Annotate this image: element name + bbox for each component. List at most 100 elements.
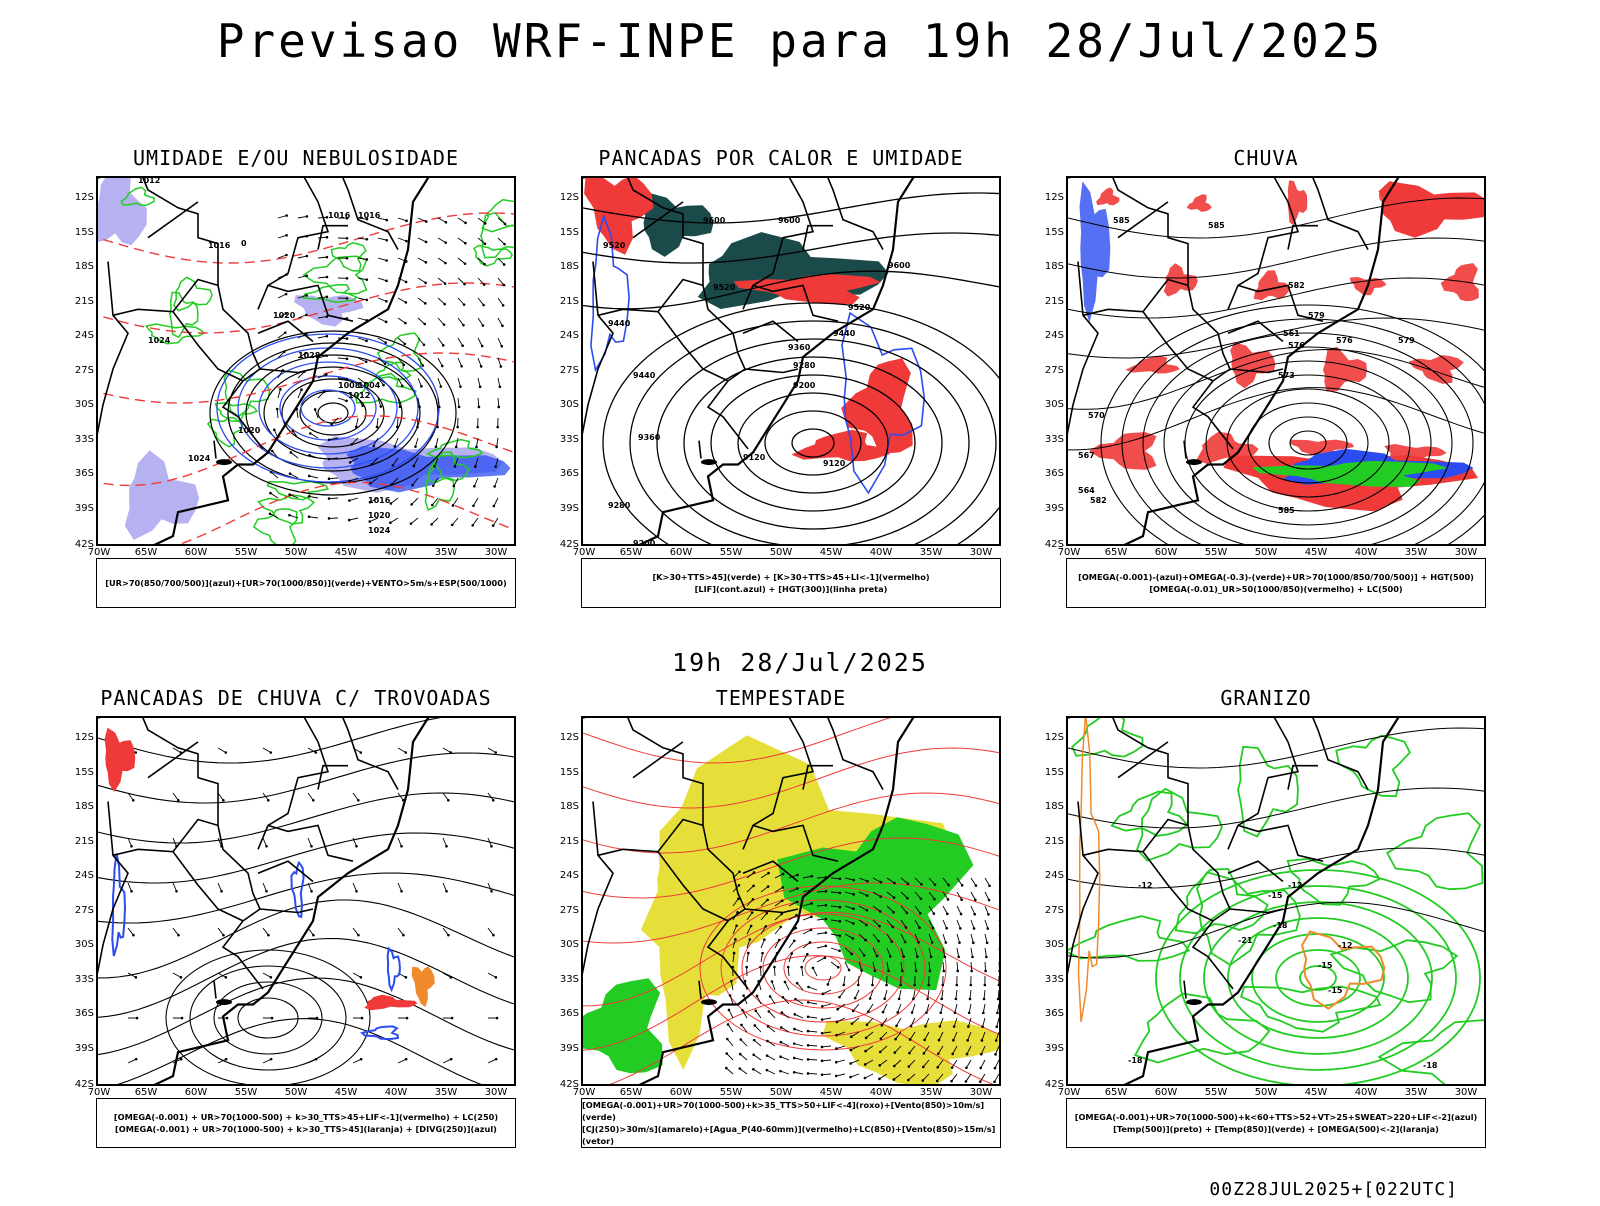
latitude-tick-label: 27S bbox=[1034, 905, 1064, 916]
contour-label: 579 bbox=[1398, 336, 1415, 345]
contour-label: 9600 bbox=[703, 216, 726, 225]
longitude-tick-label: 70W bbox=[84, 1087, 114, 1098]
latitude-tick-label: 18S bbox=[64, 261, 94, 272]
latitude-tick-label: 21S bbox=[1034, 836, 1064, 847]
longitude-tick-label: 50W bbox=[766, 1087, 796, 1098]
longitude-tick-label: 30W bbox=[481, 1087, 511, 1098]
contour-label: 585 bbox=[1113, 216, 1130, 225]
longitude-tick-label: 65W bbox=[616, 547, 646, 558]
contour-label: 567 bbox=[1078, 451, 1095, 460]
latitude-tick-label: 30S bbox=[64, 939, 94, 950]
map-svg: 9600960095209520944094409360928092009120… bbox=[583, 178, 1001, 546]
contour-label: -15 bbox=[1328, 986, 1343, 995]
contour-label: 9440 bbox=[633, 371, 656, 380]
contour-label: 564 bbox=[1078, 486, 1095, 495]
legend-line: [OMEGA(-0.001) + UR>70(1000-500) + k>30_… bbox=[115, 1123, 497, 1135]
legend-box: [OMEGA(-0.001)+UR>70(1000-500)+k>35_TTS>… bbox=[581, 1098, 1001, 1148]
longitude-tick-label: 55W bbox=[1201, 1087, 1231, 1098]
contour-label: 1024 bbox=[368, 526, 391, 535]
longitude-tick-label: 65W bbox=[1101, 547, 1131, 558]
latitude-tick-label: 21S bbox=[64, 296, 94, 307]
latitude-tick-label: 30S bbox=[64, 399, 94, 410]
legend-line: [OMEGA(-0.01)_UR>50(1000/850)(vermelho) … bbox=[1149, 583, 1402, 595]
contour-label: 573 bbox=[1278, 371, 1295, 380]
longitude-tick-label: 30W bbox=[1451, 1087, 1481, 1098]
longitude-tick-label: 55W bbox=[231, 547, 261, 558]
longitude-tick-label: 35W bbox=[431, 547, 461, 558]
latitude-tick-label: 27S bbox=[64, 905, 94, 916]
latitude-tick-label: 18S bbox=[549, 801, 579, 812]
latitude-tick-label: 12S bbox=[64, 732, 94, 743]
longitude-tick-label: 40W bbox=[1351, 1087, 1381, 1098]
legend-box: [K>30+TTS>45](verde) + [K>30+TTS>45+LI<-… bbox=[581, 558, 1001, 608]
longitude-tick-label: 30W bbox=[481, 547, 511, 558]
latitude-tick-label: 39S bbox=[549, 503, 579, 514]
latitude-tick-label: 12S bbox=[64, 192, 94, 203]
longitude-tick-label: 70W bbox=[569, 547, 599, 558]
longitude-tick-label: 50W bbox=[1251, 547, 1281, 558]
contour-label: -12 bbox=[1338, 941, 1352, 950]
contour-label: 585 bbox=[1278, 506, 1295, 515]
latitude-tick-label: 39S bbox=[64, 1043, 94, 1054]
longitude-tick-label: 45W bbox=[1301, 1087, 1331, 1098]
longitude-tick-label: 40W bbox=[866, 1087, 896, 1098]
longitude-tick-label: 35W bbox=[431, 1087, 461, 1098]
latitude-tick-label: 24S bbox=[64, 330, 94, 341]
contour-label: -15 bbox=[1268, 891, 1283, 900]
longitude-tick-label: 60W bbox=[1151, 1087, 1181, 1098]
latitude-tick-label: 39S bbox=[549, 1043, 579, 1054]
longitude-tick-label: 65W bbox=[616, 1087, 646, 1098]
latitude-tick-label: 18S bbox=[1034, 261, 1064, 272]
latitude-tick-label: 33S bbox=[549, 974, 579, 985]
contour-label: 0 bbox=[241, 239, 247, 248]
latitude-tick-label: 12S bbox=[549, 732, 579, 743]
longitude-tick-label: 45W bbox=[331, 1087, 361, 1098]
latitude-tick-label: 30S bbox=[549, 939, 579, 950]
latitude-tick-label: 39S bbox=[64, 503, 94, 514]
map-svg bbox=[98, 718, 516, 1086]
contour-label: 9440 bbox=[608, 319, 631, 328]
longitude-tick-label: 50W bbox=[281, 1087, 311, 1098]
contour-label: 9600 bbox=[778, 216, 801, 225]
map-svg: -12-15-18-21-12-15-18-18-15-12 bbox=[1068, 718, 1486, 1086]
longitude-tick-label: 65W bbox=[131, 1087, 161, 1098]
latitude-tick-label: 30S bbox=[1034, 399, 1064, 410]
map-frame bbox=[581, 716, 1001, 1086]
longitude-tick-label: 55W bbox=[716, 547, 746, 558]
contour-label: 1016 bbox=[368, 496, 391, 505]
latitude-tick-label: 21S bbox=[549, 296, 579, 307]
latitude-tick-label: 27S bbox=[549, 905, 579, 916]
latitude-tick-label: 15S bbox=[549, 227, 579, 238]
panel-title: UMIDADE E/OU NEBULOSIDADE bbox=[56, 146, 536, 170]
latitude-tick-label: 24S bbox=[1034, 330, 1064, 341]
longitude-tick-label: 30W bbox=[1451, 547, 1481, 558]
longitude-tick-label: 50W bbox=[1251, 1087, 1281, 1098]
panel-title: PANCADAS POR CALOR E UMIDADE bbox=[541, 146, 1021, 170]
contour-label: 1024 bbox=[148, 336, 171, 345]
longitude-tick-label: 35W bbox=[916, 547, 946, 558]
contour-label: 570 bbox=[1088, 411, 1105, 420]
panel-title: PANCADAS DE CHUVA C/ TROVOADAS bbox=[56, 686, 536, 710]
longitude-tick-label: 55W bbox=[716, 1087, 746, 1098]
contour-label: 1016 bbox=[328, 211, 351, 220]
longitude-tick-label: 70W bbox=[84, 547, 114, 558]
legend-line: [OMEGA(-0.001)-(azul)+OMEGA(-0.3)-(verde… bbox=[1078, 571, 1474, 583]
longitude-tick-label: 40W bbox=[381, 1087, 411, 1098]
contour-label: 1004 bbox=[358, 381, 381, 390]
latitude-tick-label: 36S bbox=[549, 468, 579, 479]
latitude-tick-label: 21S bbox=[549, 836, 579, 847]
latitude-tick-label: 33S bbox=[1034, 974, 1064, 985]
contour-label: 1012 bbox=[138, 178, 160, 185]
latitude-tick-label: 15S bbox=[64, 227, 94, 238]
contour-label: 1020 bbox=[368, 511, 391, 520]
longitude-tick-label: 55W bbox=[231, 1087, 261, 1098]
longitude-tick-label: 40W bbox=[1351, 547, 1381, 558]
contour-label: 561 bbox=[1283, 329, 1300, 338]
latitude-tick-label: 18S bbox=[1034, 801, 1064, 812]
longitude-tick-label: 60W bbox=[666, 1087, 696, 1098]
latitude-tick-label: 30S bbox=[1034, 939, 1064, 950]
